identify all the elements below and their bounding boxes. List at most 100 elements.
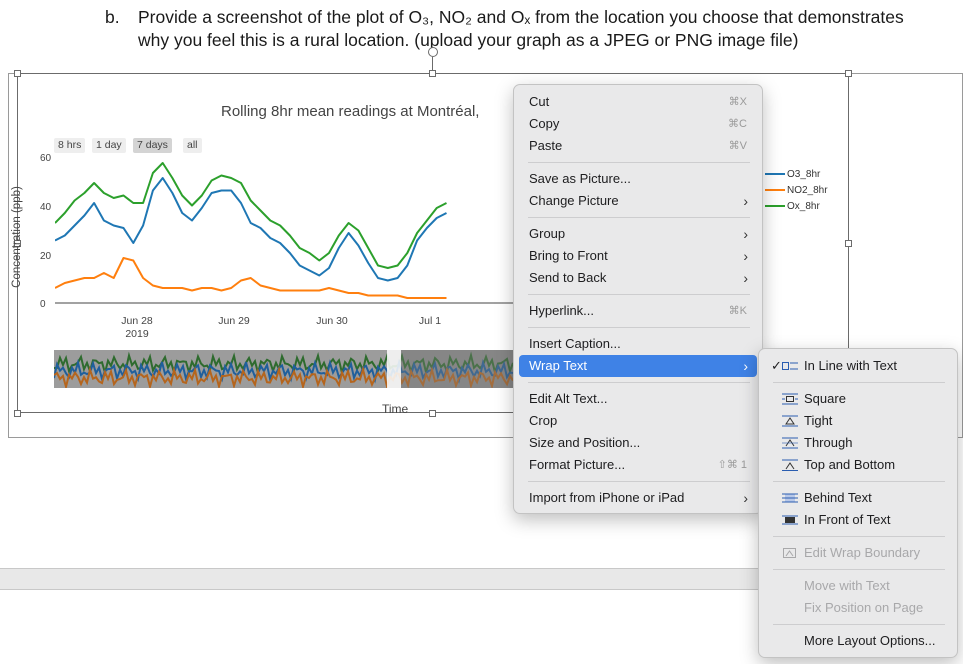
- wrap-option-square[interactable]: Square: [764, 388, 952, 410]
- question-number: b.: [105, 7, 120, 27]
- wrap-option-top-and-bottom[interactable]: Top and Bottom: [764, 454, 952, 476]
- range-1day-button[interactable]: 1 day: [92, 138, 126, 153]
- edit-wrap-boundary-icon: [783, 548, 796, 558]
- wrap-option-behind-text[interactable]: Behind Text: [764, 487, 952, 509]
- menu-item-label: Copy: [529, 116, 560, 131]
- menu-item-hyperlink[interactable]: Hyperlink... ⌘K: [519, 300, 757, 322]
- menu-item-copy[interactable]: Copy ⌘C: [519, 113, 757, 135]
- series-line-ox-8hr: [55, 162, 447, 269]
- y-tick-label: 0: [40, 299, 46, 310]
- navigator-trace: [54, 365, 514, 388]
- menu-item-label: Size and Position...: [529, 435, 641, 450]
- series-line-no2-8hr: [55, 257, 447, 299]
- series-line-o3-8hr: [55, 177, 447, 282]
- menu-item-edit-alt-text[interactable]: Edit Alt Text...: [519, 388, 757, 410]
- chart-title: Rolling 8hr mean readings at Montréal,: [221, 103, 480, 120]
- checkmark-icon: ✓: [771, 358, 782, 373]
- resize-handle-right[interactable]: [845, 240, 852, 247]
- menu-item-label: Cut: [529, 94, 550, 109]
- y-axis-title: Concentration (ppb): [10, 186, 23, 288]
- context-menu[interactable]: Cut ⌘X Copy ⌘C Paste ⌘V Save as Picture... Chan…: [513, 84, 763, 514]
- shortcut-label: ⌘C: [728, 118, 747, 130]
- menu-item-label: Group: [529, 226, 566, 241]
- menu-item-wrap-text[interactable]: Wrap Text ›: [519, 355, 757, 377]
- wrap-option-label: Top and Bottom: [804, 457, 896, 472]
- menu-item-paste[interactable]: Paste ⌘V: [519, 135, 757, 157]
- resize-handle-top-right[interactable]: [845, 70, 852, 77]
- chevron-right-icon: ›: [743, 248, 748, 264]
- menu-item-group[interactable]: Group ›: [519, 223, 757, 245]
- menu-item-insert-caption[interactable]: Insert Caption...: [519, 333, 757, 355]
- wrap-option-in-front-of-text[interactable]: In Front of Text: [764, 509, 952, 531]
- legend-item-no2: NO2_8hr: [765, 182, 828, 198]
- wrap-option-label: In Line with Text: [804, 358, 897, 373]
- resize-handle-bottom[interactable]: [429, 410, 436, 417]
- x-tick-label: Jun 28 2019: [107, 315, 167, 341]
- chevron-right-icon: ›: [743, 358, 748, 374]
- navigator-trace: [54, 351, 514, 377]
- wrap-option-tight[interactable]: Tight: [764, 410, 952, 432]
- through-wrap-icon: [782, 437, 798, 449]
- range-all-button[interactable]: all: [183, 138, 202, 153]
- rotate-handle[interactable]: [428, 47, 438, 57]
- menu-item-label: Send to Back: [529, 270, 607, 285]
- wrap-option-in-line-with-text[interactable]: ✓ In Line with Text: [764, 355, 952, 377]
- menu-item-crop[interactable]: Crop: [519, 410, 757, 432]
- menu-item-change-picture[interactable]: Change Picture ›: [519, 190, 757, 212]
- wrap-option-fix-position-on-page: Fix Position on Page: [764, 597, 952, 619]
- menu-item-label: Insert Caption...: [529, 336, 621, 351]
- legend-label: O3_8hr: [787, 168, 821, 180]
- menu-item-cut[interactable]: Cut ⌘X: [519, 91, 757, 113]
- range-8hrs-button[interactable]: 8 hrs: [54, 138, 86, 153]
- square-wrap-icon: [782, 393, 798, 405]
- menu-separator: [528, 327, 750, 328]
- wrap-text-submenu[interactable]: ✓ In Line with Text Square Tight Through Top …: [758, 348, 958, 658]
- x-tick-year: 2019: [125, 328, 149, 340]
- menu-item-format-picture[interactable]: Format Picture... ⇧⌘ 1: [519, 454, 757, 476]
- legend-item-ox: Ox_8hr: [765, 198, 828, 214]
- menu-separator: [528, 162, 750, 163]
- wrap-option-label: Square: [804, 391, 846, 406]
- behind-text-icon: [782, 493, 798, 503]
- navigator-handle[interactable]: [387, 350, 401, 388]
- menu-item-label: Bring to Front: [529, 248, 608, 263]
- menu-item-label: Paste: [529, 138, 563, 153]
- legend-item-o3: O3_8hr: [765, 166, 828, 182]
- menu-item-label: Crop: [529, 413, 558, 428]
- x-tick-label: Jun 29: [204, 315, 264, 328]
- resize-handle-top-left[interactable]: [14, 70, 21, 77]
- menu-item-bring-to-front[interactable]: Bring to Front ›: [519, 245, 757, 267]
- x-tick-line: Jun 28: [121, 315, 153, 327]
- menu-item-import-from-iphone-or-ipad[interactable]: Import from iPhone or iPad ›: [519, 487, 757, 509]
- resize-handle-top[interactable]: [429, 70, 436, 77]
- line-plot: [55, 162, 515, 304]
- chevron-right-icon: ›: [743, 270, 748, 286]
- inline-wrap-icon: [782, 362, 798, 370]
- menu-item-size-and-position[interactable]: Size and Position...: [519, 432, 757, 454]
- menu-item-label: Format Picture...: [529, 457, 626, 472]
- x-axis-title: Time: [382, 402, 409, 416]
- range-7days-button[interactable]: 7 days: [133, 138, 172, 153]
- menu-item-save-as-picture[interactable]: Save as Picture...: [519, 168, 757, 190]
- question-line-2: why you feel this is a rural location. (…: [138, 30, 799, 50]
- resize-handle-bottom-left[interactable]: [14, 410, 21, 417]
- top-bottom-wrap-icon: [782, 459, 798, 471]
- shortcut-label: ⇧⌘ 1: [717, 459, 747, 471]
- menu-item-label: Import from iPhone or iPad: [529, 490, 685, 505]
- shortcut-label: ⌘K: [728, 305, 747, 317]
- menu-separator: [773, 624, 945, 625]
- menu-separator: [528, 217, 750, 218]
- resize-handle-left[interactable]: [14, 240, 21, 247]
- wrap-option-label: Tight: [804, 413, 833, 428]
- menu-separator: [773, 536, 945, 537]
- legend-label: Ox_8hr: [787, 200, 820, 212]
- wrap-option-through[interactable]: Through: [764, 432, 952, 454]
- wrap-option-label: Move with Text: [804, 578, 890, 593]
- menu-item-label: Save as Picture...: [529, 171, 631, 186]
- range-navigator[interactable]: [54, 350, 514, 388]
- legend-label: NO2_8hr: [787, 184, 828, 196]
- menu-item-label: Edit Alt Text...: [529, 391, 608, 406]
- menu-item-send-to-back[interactable]: Send to Back ›: [519, 267, 757, 289]
- wrap-option-label: Behind Text: [804, 490, 872, 505]
- wrap-option-more-layout-options[interactable]: More Layout Options...: [764, 630, 952, 652]
